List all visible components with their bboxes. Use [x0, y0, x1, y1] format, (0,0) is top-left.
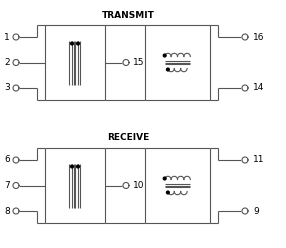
- Polygon shape: [242, 85, 248, 91]
- Polygon shape: [242, 157, 248, 163]
- Polygon shape: [71, 165, 74, 168]
- Text: 10: 10: [133, 181, 144, 190]
- Polygon shape: [13, 183, 19, 188]
- Text: 6: 6: [4, 155, 10, 164]
- Text: RECEIVE: RECEIVE: [107, 133, 149, 143]
- Polygon shape: [242, 34, 248, 40]
- Polygon shape: [123, 183, 129, 188]
- Text: 15: 15: [133, 58, 144, 67]
- Polygon shape: [77, 42, 80, 45]
- Polygon shape: [242, 208, 248, 214]
- Polygon shape: [163, 54, 166, 57]
- Polygon shape: [13, 208, 19, 214]
- Text: 14: 14: [253, 84, 264, 93]
- Polygon shape: [13, 157, 19, 163]
- Text: TRANSMIT: TRANSMIT: [102, 10, 154, 20]
- Polygon shape: [123, 60, 129, 65]
- Text: 16: 16: [253, 32, 265, 41]
- Text: 2: 2: [4, 58, 10, 67]
- Polygon shape: [77, 165, 80, 168]
- Text: 11: 11: [253, 155, 265, 164]
- Polygon shape: [13, 34, 19, 40]
- Text: 7: 7: [4, 181, 10, 190]
- Text: 3: 3: [4, 84, 10, 93]
- Polygon shape: [13, 60, 19, 65]
- Polygon shape: [13, 85, 19, 91]
- Text: 8: 8: [4, 207, 10, 216]
- Text: 9: 9: [253, 207, 259, 216]
- Polygon shape: [166, 68, 169, 71]
- Polygon shape: [163, 177, 166, 180]
- Text: 1: 1: [4, 32, 10, 41]
- Polygon shape: [71, 42, 74, 45]
- Polygon shape: [166, 191, 169, 194]
